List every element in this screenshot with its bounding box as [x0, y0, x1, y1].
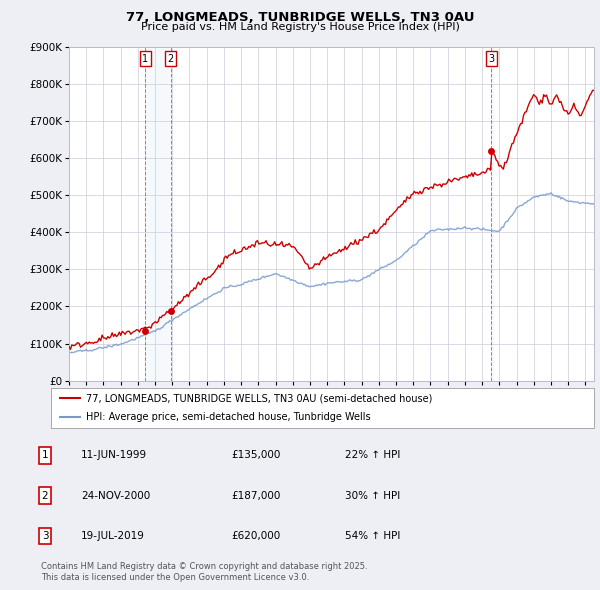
Bar: [145, 47, 170, 381]
Text: 54% ↑ HPI: 54% ↑ HPI: [345, 531, 400, 540]
Text: 22% ↑ HPI: 22% ↑ HPI: [345, 451, 400, 460]
Bar: [491, 47, 494, 381]
Text: £187,000: £187,000: [231, 491, 280, 500]
Text: 19-JUL-2019: 19-JUL-2019: [81, 531, 145, 540]
Text: 3: 3: [488, 54, 494, 64]
Text: 30% ↑ HPI: 30% ↑ HPI: [345, 491, 400, 500]
Text: 1: 1: [41, 451, 49, 460]
Text: 1: 1: [142, 54, 148, 64]
Text: 77, LONGMEADS, TUNBRIDGE WELLS, TN3 0AU (semi-detached house): 77, LONGMEADS, TUNBRIDGE WELLS, TN3 0AU …: [86, 394, 433, 404]
Text: £135,000: £135,000: [231, 451, 280, 460]
Text: 24-NOV-2000: 24-NOV-2000: [81, 491, 150, 500]
Text: 11-JUN-1999: 11-JUN-1999: [81, 451, 147, 460]
Text: £620,000: £620,000: [231, 531, 280, 540]
Text: 2: 2: [167, 54, 173, 64]
Text: Price paid vs. HM Land Registry's House Price Index (HPI): Price paid vs. HM Land Registry's House …: [140, 22, 460, 32]
Text: 3: 3: [41, 531, 49, 540]
Text: HPI: Average price, semi-detached house, Tunbridge Wells: HPI: Average price, semi-detached house,…: [86, 412, 371, 422]
Text: 2: 2: [41, 491, 49, 500]
Text: Contains HM Land Registry data © Crown copyright and database right 2025.
This d: Contains HM Land Registry data © Crown c…: [41, 562, 367, 582]
Text: 77, LONGMEADS, TUNBRIDGE WELLS, TN3 0AU: 77, LONGMEADS, TUNBRIDGE WELLS, TN3 0AU: [126, 11, 474, 24]
